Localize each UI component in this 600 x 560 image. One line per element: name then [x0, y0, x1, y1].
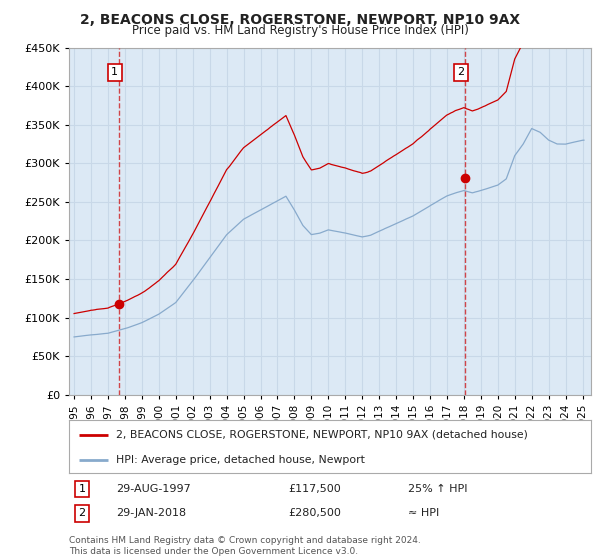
- Text: Price paid vs. HM Land Registry's House Price Index (HPI): Price paid vs. HM Land Registry's House …: [131, 24, 469, 37]
- Text: 2: 2: [457, 67, 464, 77]
- Text: £280,500: £280,500: [288, 508, 341, 519]
- Text: Contains HM Land Registry data © Crown copyright and database right 2024.
This d: Contains HM Land Registry data © Crown c…: [69, 536, 421, 556]
- Text: 1: 1: [111, 67, 118, 77]
- Text: 1: 1: [79, 484, 86, 494]
- Text: 29-AUG-1997: 29-AUG-1997: [116, 484, 191, 494]
- Text: ≈ HPI: ≈ HPI: [409, 508, 440, 519]
- Text: 2, BEACONS CLOSE, ROGERSTONE, NEWPORT, NP10 9AX (detached house): 2, BEACONS CLOSE, ROGERSTONE, NEWPORT, N…: [116, 430, 528, 440]
- Text: HPI: Average price, detached house, Newport: HPI: Average price, detached house, Newp…: [116, 455, 365, 465]
- Text: 29-JAN-2018: 29-JAN-2018: [116, 508, 186, 519]
- Text: 2, BEACONS CLOSE, ROGERSTONE, NEWPORT, NP10 9AX: 2, BEACONS CLOSE, ROGERSTONE, NEWPORT, N…: [80, 13, 520, 27]
- Text: 25% ↑ HPI: 25% ↑ HPI: [409, 484, 468, 494]
- Text: £117,500: £117,500: [288, 484, 341, 494]
- Text: 2: 2: [79, 508, 86, 519]
